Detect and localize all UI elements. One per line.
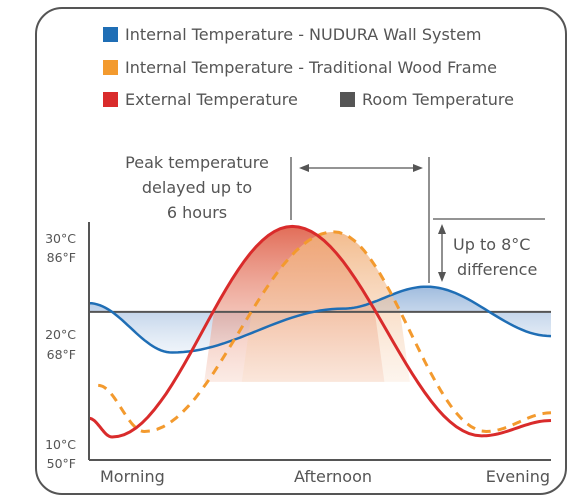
legend-label-nudura: Internal Temperature - NUDURA Wall Syste…	[125, 25, 482, 44]
y-tick-label-20c: 20°C	[45, 327, 76, 342]
difference-arrow-head-down	[438, 272, 446, 282]
delay-arrow-head-right	[413, 164, 423, 172]
peak-delay-annotation: Peak temperature delayed up to 6 hours	[125, 153, 430, 283]
y-tick-label-86f: 86°F	[47, 250, 76, 265]
legend-swatch-nudura	[103, 27, 118, 42]
y-tick-label-30c: 30°C	[45, 231, 76, 246]
difference-text-line1: Up to 8°C	[453, 235, 530, 254]
legend-label-external: External Temperature	[125, 90, 298, 109]
y-tick-labels: 30°C 86°F 20°C 68°F 10°C 50°F	[45, 231, 76, 471]
y-tick-label-50f: 50°F	[47, 456, 76, 471]
nudura-fill-area	[89, 286, 551, 353]
difference-arrow-head-up	[438, 224, 446, 234]
plot-area	[88, 222, 552, 461]
wood-frame-fill-area	[241, 231, 410, 382]
peak-delay-text-line2: delayed up to	[142, 178, 252, 197]
legend-label-wood-frame: Internal Temperature - Traditional Wood …	[125, 58, 497, 77]
wood-frame-temperature-line	[98, 230, 552, 434]
y-tick-label-10c: 10°C	[45, 437, 76, 452]
legend-label-room: Room Temperature	[362, 90, 514, 109]
legend-swatch-external	[103, 92, 118, 107]
nudura-temperature-line	[88, 285, 552, 354]
x-label-afternoon: Afternoon	[294, 467, 372, 486]
peak-delay-text-line1: Peak temperature	[125, 153, 269, 172]
difference-text-line2: difference	[457, 260, 537, 279]
external-temperature-line	[88, 224, 552, 439]
x-category-labels: Morning Afternoon Evening	[100, 467, 550, 486]
legend-swatch-wood-frame	[103, 60, 118, 75]
x-label-evening: Evening	[486, 467, 550, 486]
peak-delay-text-line3: 6 hours	[167, 203, 227, 222]
x-label-morning: Morning	[100, 467, 165, 486]
y-tick-label-68f: 68°F	[47, 347, 76, 362]
delay-arrow-head-left	[299, 164, 309, 172]
difference-annotation: Up to 8°C difference	[433, 218, 545, 282]
legend-swatch-room	[340, 92, 355, 107]
legend: Internal Temperature - NUDURA Wall Syste…	[103, 25, 514, 109]
